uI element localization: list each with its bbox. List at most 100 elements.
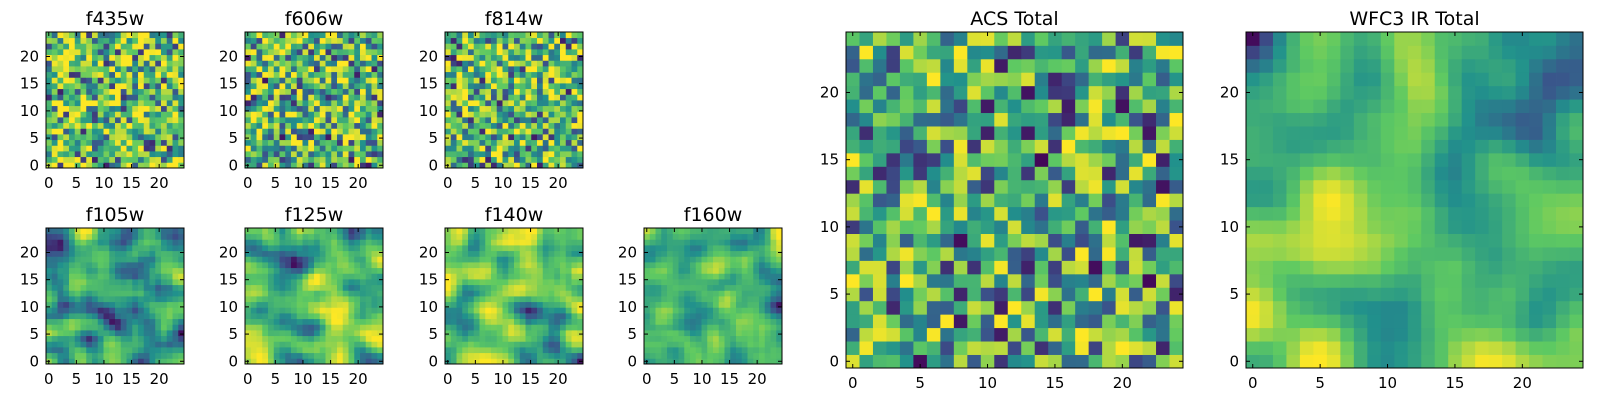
- heatmap-cell: [764, 352, 771, 359]
- heatmap-cell: [365, 290, 372, 297]
- heatmap-cell: [109, 233, 116, 240]
- heatmap-cell: [262, 94, 269, 101]
- heatmap-cell: [256, 228, 263, 235]
- heatmap-cell: [155, 37, 162, 44]
- heatmap-cell: [537, 335, 544, 342]
- heatmap-cell: [97, 145, 104, 152]
- heatmap-cell: [109, 228, 116, 235]
- heatmap-cell: [268, 54, 275, 61]
- heatmap-cell: [764, 262, 771, 269]
- heatmap-cell: [161, 162, 168, 169]
- heatmap-cell: [542, 37, 549, 44]
- heatmap-cell: [473, 358, 480, 365]
- heatmap-cell: [1115, 45, 1130, 60]
- heatmap-cell: [560, 233, 567, 240]
- heatmap-cell: [967, 152, 982, 167]
- heatmap-cell: [63, 94, 70, 101]
- heatmap-cell: [491, 245, 498, 252]
- heatmap-cell: [462, 83, 469, 90]
- heatmap-cell: [1075, 99, 1090, 114]
- heatmap-cell: [736, 262, 743, 269]
- heatmap-cell: [456, 358, 463, 365]
- heatmap-cell: [155, 66, 162, 73]
- heatmap-cell: [377, 267, 384, 274]
- heatmap-cell: [707, 279, 714, 286]
- heatmap-cell: [1515, 327, 1530, 342]
- heatmap-cell: [120, 341, 127, 348]
- heatmap-cell: [360, 313, 367, 320]
- heatmap-cell: [291, 352, 298, 359]
- heatmap-cell: [365, 156, 372, 163]
- heatmap-cell: [1048, 233, 1063, 248]
- heatmap-cell: [126, 60, 133, 67]
- heatmap-cell: [456, 290, 463, 297]
- heatmap-cell: [678, 330, 685, 337]
- heatmap-cell: [103, 335, 110, 342]
- heatmap-cell: [377, 284, 384, 291]
- heatmap-cell: [701, 284, 708, 291]
- heatmap-cell: [462, 66, 469, 73]
- heatmap-cell: [554, 60, 561, 67]
- heatmap-cell: [314, 71, 321, 78]
- heatmap-cell: [456, 318, 463, 325]
- heatmap-cell: [74, 49, 81, 56]
- heatmap-cell: [479, 128, 486, 135]
- heatmap-cell: [279, 134, 286, 141]
- heatmap-cell: [456, 37, 463, 44]
- heatmap-cell: [846, 354, 860, 369]
- heatmap-cell: [296, 318, 303, 325]
- heatmap-cell: [348, 307, 355, 314]
- heatmap-cell: [571, 117, 578, 124]
- heatmap-cell: [51, 156, 58, 163]
- heatmap-cell: [1048, 273, 1063, 288]
- heatmap-cell: [1021, 112, 1036, 127]
- heatmap-cell: [279, 239, 286, 246]
- heatmap-cell: [502, 324, 509, 331]
- heatmap-cell: [655, 324, 662, 331]
- heatmap-cell: [115, 267, 122, 274]
- heatmap-cell: [103, 267, 110, 274]
- heatmap-cell: [1061, 314, 1076, 329]
- heatmap-cell: [126, 43, 133, 50]
- heatmap-cell: [325, 128, 332, 135]
- heatmap-cell: [138, 335, 145, 342]
- heatmap-cell: [314, 151, 321, 158]
- heatmap-cell: [103, 284, 110, 291]
- heatmap-cell: [548, 111, 555, 118]
- heatmap-cell: [120, 324, 127, 331]
- heatmap-cell: [331, 156, 338, 163]
- heatmap-cell: [115, 341, 122, 348]
- heatmap-cell: [560, 267, 567, 274]
- heatmap-cell: [279, 71, 286, 78]
- heatmap-cell: [348, 111, 355, 118]
- heatmap-cell: [462, 273, 469, 280]
- heatmap-cell: [479, 313, 486, 320]
- heatmap-cell: [747, 296, 754, 303]
- heatmap-cell: [126, 324, 133, 331]
- heatmap-cell: [166, 284, 173, 291]
- heatmap-cell: [514, 250, 521, 257]
- heatmap-cell: [473, 117, 480, 124]
- heatmap-cell: [690, 262, 697, 269]
- heatmap-cell: [161, 335, 168, 342]
- heatmap-cell: [354, 262, 361, 269]
- heatmap-cell: [308, 335, 315, 342]
- heatmap-cell: [69, 54, 76, 61]
- heatmap-cell: [325, 307, 332, 314]
- heatmap-cell: [485, 100, 492, 107]
- heatmap-cell: [1313, 327, 1328, 342]
- heatmap-cell: [967, 72, 982, 87]
- heatmap-cell: [926, 233, 941, 248]
- heatmap-cell: [97, 71, 104, 78]
- heatmap-cell: [63, 307, 70, 314]
- heatmap-cell: [1061, 45, 1076, 60]
- heatmap-cell: [1169, 58, 1184, 73]
- heatmap-cell: [1102, 206, 1116, 221]
- heatmap-cell: [337, 228, 344, 235]
- heatmap-cell: [456, 330, 463, 337]
- heatmap-cell: [166, 54, 173, 61]
- y-tick-label: 5: [428, 325, 438, 343]
- heatmap-cell: [496, 32, 503, 39]
- heatmap-cell: [542, 296, 549, 303]
- heatmap-cell: [560, 32, 567, 39]
